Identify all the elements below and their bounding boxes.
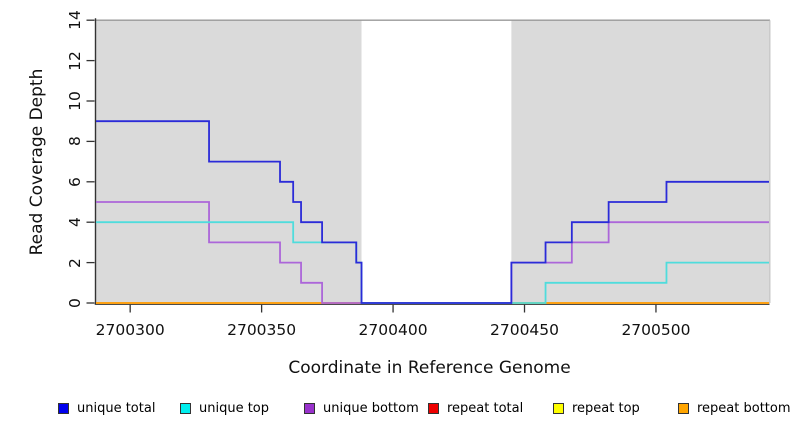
legend-swatch-unique-bottom: [304, 403, 315, 414]
y-axis-title: Read Coverage Depth: [27, 68, 47, 255]
legend-item-repeat-top: repeat top: [553, 400, 640, 417]
legend-swatch-unique-total: [58, 403, 69, 414]
x-tick-label: 2700450: [489, 321, 560, 339]
series-line-unique-total: [96, 120, 769, 304]
y-tick-label: 0: [66, 298, 84, 308]
x-tick-label: 2700500: [621, 321, 691, 339]
y-tick-label: 10: [66, 91, 84, 111]
legend-item-unique-top: unique top: [180, 400, 269, 417]
legend-label: repeat total: [447, 401, 524, 416]
y-tick-label: 4: [66, 217, 84, 228]
series-line-unique-bottom: [96, 201, 769, 304]
y-tick-label: 14: [66, 10, 84, 31]
legend-label: repeat top: [572, 401, 640, 416]
legend-swatch-unique-top: [180, 403, 191, 414]
x-tick-label: 2700400: [358, 321, 428, 339]
x-tick-label: 2700350: [227, 321, 297, 339]
legend-label: unique total: [77, 401, 156, 416]
y-tick-label: 12: [66, 50, 84, 71]
legend-item-unique-total: unique total: [58, 400, 155, 417]
legend-label: repeat bottom: [697, 401, 791, 416]
legend-item-repeat-bottom: repeat bottom: [678, 400, 791, 417]
legend-label: unique top: [199, 401, 270, 416]
y-tick-label: 6: [66, 176, 84, 187]
legend-swatch-repeat-total: [428, 403, 439, 414]
x-axis-title: Coordinate in Reference Genome: [288, 358, 571, 378]
legend-swatch-repeat-bottom: [678, 403, 689, 414]
y-tick-label: 2: [66, 257, 84, 268]
shaded-region-rect: [511, 20, 769, 303]
legend-item-repeat-total: repeat total: [428, 400, 523, 417]
x-tick-label: 2700300: [95, 321, 165, 339]
legend-swatch-repeat-top: [553, 403, 564, 414]
legend-item-unique-bottom: unique bottom: [304, 400, 419, 417]
legend-label: unique bottom: [323, 401, 419, 416]
y-tick-label: 8: [66, 136, 84, 147]
